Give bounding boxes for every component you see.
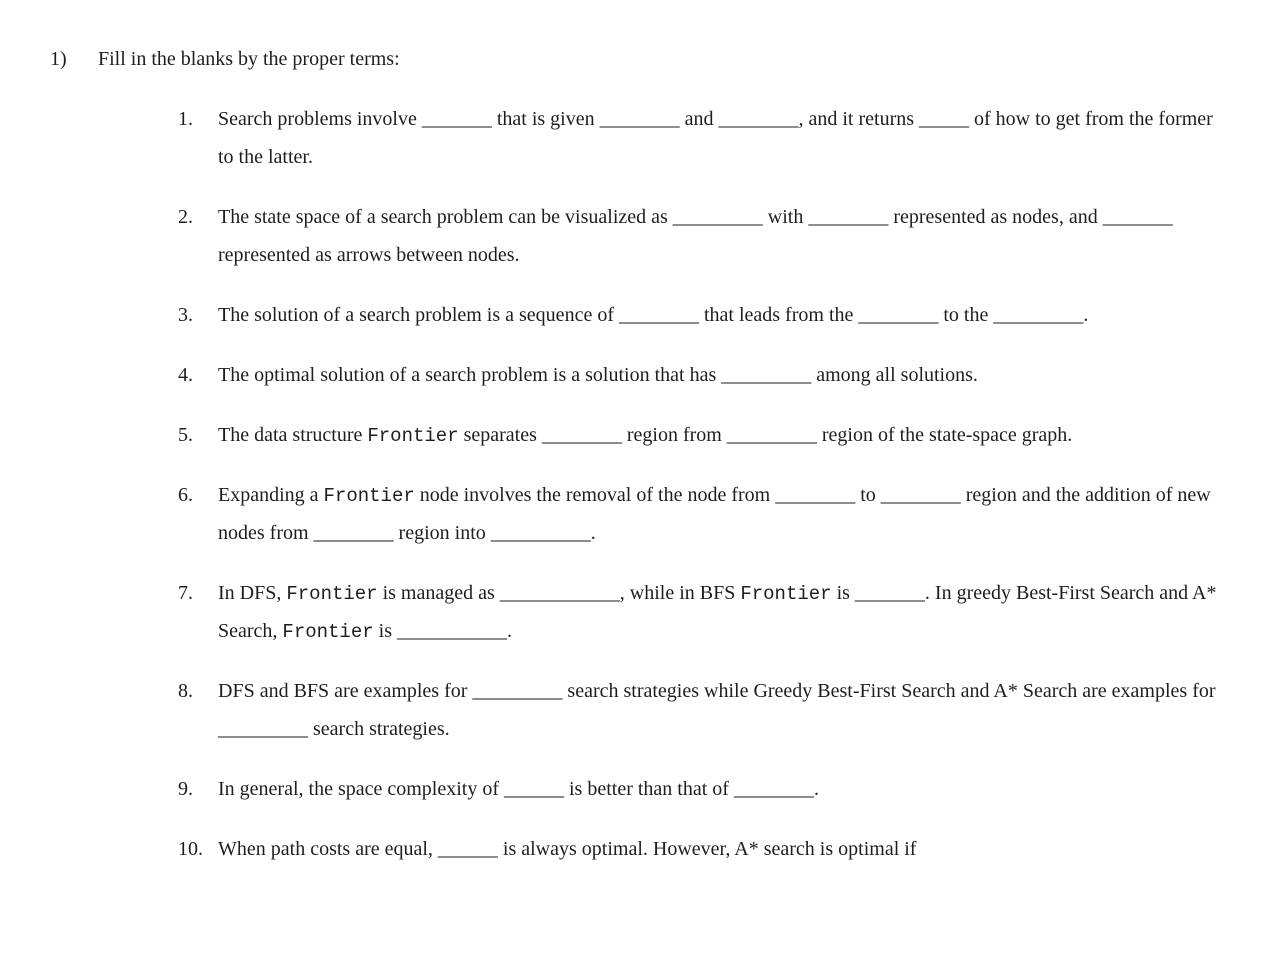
sub-question: 3.The solution of a search problem is a … (178, 296, 1220, 334)
code-term: Frontier (367, 425, 458, 447)
sub-question-text: Expanding a Frontier node involves the r… (218, 476, 1220, 552)
text-run: Expanding a (218, 484, 324, 506)
sub-question-text: DFS and BFS are examples for _________ s… (218, 672, 1220, 748)
code-term: Frontier (740, 583, 831, 605)
code-term: Frontier (324, 485, 415, 507)
sub-question: 4.The optimal solution of a search probl… (178, 356, 1220, 394)
text-run: The data structure (218, 424, 367, 446)
text-run: The solution of a search problem is a se… (218, 304, 1088, 326)
text-run: DFS and BFS are examples for _________ s… (218, 680, 1216, 740)
sub-question-number: 1. (178, 100, 218, 138)
question-heading: Fill in the blanks by the proper terms: (98, 40, 1220, 78)
text-run: is ___________. (374, 620, 512, 642)
sub-question-text: In general, the space complexity of ____… (218, 770, 1220, 808)
sub-question: 10.When path costs are equal, ______ is … (178, 830, 1220, 868)
code-term: Frontier (282, 621, 373, 643)
text-run: Search problems involve _______ that is … (218, 108, 1213, 168)
question-body: Fill in the blanks by the proper terms: … (98, 40, 1220, 890)
sub-question-number: 7. (178, 574, 218, 612)
sub-question: 8.DFS and BFS are examples for _________… (178, 672, 1220, 748)
sub-question: 6.Expanding a Frontier node involves the… (178, 476, 1220, 552)
code-term: Frontier (286, 583, 377, 605)
sub-question-text: When path costs are equal, ______ is alw… (218, 830, 1220, 868)
sub-question-number: 9. (178, 770, 218, 808)
sub-question-number: 6. (178, 476, 218, 514)
text-run: is managed as ____________, while in BFS (378, 582, 741, 604)
question-block: 1) Fill in the blanks by the proper term… (50, 40, 1220, 890)
sub-question-text: In DFS, Frontier is managed as _________… (218, 574, 1220, 650)
sub-question-number: 8. (178, 672, 218, 710)
text-run: The optimal solution of a search problem… (218, 364, 978, 386)
text-run: The state space of a search problem can … (218, 206, 1173, 266)
sub-question: 2.The state space of a search problem ca… (178, 198, 1220, 274)
sub-question: 1.Search problems involve _______ that i… (178, 100, 1220, 176)
text-run: separates ________ region from _________… (459, 424, 1073, 446)
sub-question-list: 1.Search problems involve _______ that i… (178, 100, 1220, 868)
sub-question-text: The solution of a search problem is a se… (218, 296, 1220, 334)
text-run: In general, the space complexity of ____… (218, 778, 819, 800)
sub-question-text: The optimal solution of a search problem… (218, 356, 1220, 394)
sub-question-number: 10. (178, 830, 218, 868)
text-run: In DFS, (218, 582, 286, 604)
text-run: When path costs are equal, ______ is alw… (218, 838, 916, 860)
sub-question-text: Search problems involve _______ that is … (218, 100, 1220, 176)
sub-question-number: 4. (178, 356, 218, 394)
sub-question-text: The data structure Frontier separates __… (218, 416, 1220, 454)
sub-question-number: 5. (178, 416, 218, 454)
sub-question: 9.In general, the space complexity of __… (178, 770, 1220, 808)
sub-question-text: The state space of a search problem can … (218, 198, 1220, 274)
sub-question-number: 2. (178, 198, 218, 236)
sub-question: 7.In DFS, Frontier is managed as _______… (178, 574, 1220, 650)
sub-question-number: 3. (178, 296, 218, 334)
question-number: 1) (50, 40, 98, 78)
sub-question: 5.The data structure Frontier separates … (178, 416, 1220, 454)
